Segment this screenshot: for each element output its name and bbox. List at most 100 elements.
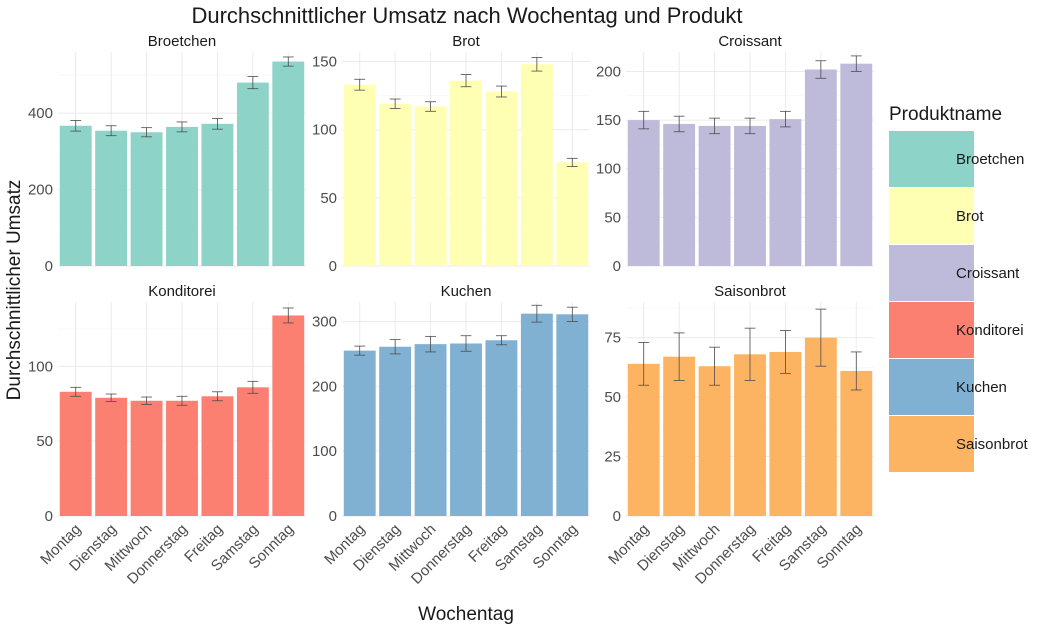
bar-croissant-samstag (804, 69, 837, 266)
error-bar-croissant-freitag (780, 110, 791, 128)
bar-croissant-donnerstag (734, 125, 766, 266)
facet-strip-label: Saisonbrot (714, 283, 787, 300)
legend-label: Konditorei (956, 322, 1024, 339)
bar-broetchen-sonntag (272, 61, 305, 266)
bar-saisonbrot-samstag (804, 337, 837, 516)
legend-title: Produktname (889, 104, 1002, 125)
legend-item-konditorei: Konditorei (889, 302, 1024, 358)
legend-label: Brot (956, 208, 984, 225)
y-tick-label: 300 (312, 313, 337, 330)
bar-broetchen-montag (59, 125, 92, 266)
y-tick-label: 0 (45, 258, 53, 275)
bar-saisonbrot-sonntag (840, 370, 873, 516)
error-bar-kuchen-donnerstag (460, 335, 472, 352)
error-bar-kuchen-samstag (531, 304, 543, 323)
legend-key-swatch (889, 416, 974, 472)
bar-kuchen-donnerstag (450, 343, 482, 516)
y-tick-label: 200 (596, 63, 621, 80)
y-tick-label: 150 (312, 54, 337, 71)
y-tick-label: 150 (596, 112, 621, 129)
y-tick-label: 0 (613, 508, 621, 525)
error-bar-kuchen-montag (354, 345, 366, 356)
y-tick-label: 50 (320, 190, 337, 207)
y-tick-label: 400 (28, 105, 53, 122)
bar-croissant-mittwoch (698, 125, 731, 266)
error-bar-konditorei-freitag (212, 391, 223, 402)
error-bar-brot-mittwoch (425, 101, 436, 112)
error-bar-brot-donnerstag (460, 74, 472, 88)
bar-saisonbrot-dienstag (663, 356, 696, 516)
error-bar-kuchen-dienstag (389, 339, 401, 355)
error-bar-brot-dienstag (389, 98, 401, 109)
bar-saisonbrot-freitag (769, 351, 802, 516)
bar-saisonbrot-donnerstag (734, 354, 766, 516)
bar-broetchen-freitag (201, 123, 234, 266)
bar-broetchen-dienstag (95, 130, 128, 266)
bar-brot-montag (343, 84, 376, 266)
bar-brot-sonntag (556, 162, 589, 266)
bar-konditorei-montag (59, 391, 92, 516)
error-bar-saisonbrot-donnerstag (744, 327, 756, 381)
legend: Produktname Broetchen Brot Croissant Kondit… (889, 104, 1029, 472)
bar-saisonbrot-mittwoch (698, 366, 731, 516)
facet-panels: Broetchen 0 200 400 Brot 0 50 100 150 Croissant 0 5… (28, 33, 874, 588)
facet-panel-brot: Brot 0 50 100 150 (312, 33, 590, 275)
bar-croissant-dienstag (663, 123, 696, 267)
facet-panel-broetchen: Broetchen 0 200 400 (28, 33, 306, 275)
y-tick-label: 0 (329, 508, 337, 525)
legend-label: Saisonbrot (956, 436, 1029, 453)
error-bar-broetchen-sonntag (282, 56, 294, 67)
y-tick-label: 75 (604, 330, 621, 347)
facet-strip-label: Konditorei (148, 283, 216, 300)
bar-kuchen-mittwoch (414, 344, 447, 516)
error-bar-konditorei-montag (70, 386, 82, 397)
y-tick-label: 200 (312, 378, 337, 395)
bar-croissant-freitag (769, 119, 802, 266)
error-bar-brot-montag (354, 78, 366, 91)
bar-konditorei-sonntag (272, 315, 305, 516)
error-bar-kuchen-mittwoch (425, 335, 436, 353)
bar-konditorei-dienstag (95, 397, 128, 516)
legend-item-kuchen: Kuchen (889, 359, 1007, 415)
error-bar-saisonbrot-montag (638, 342, 650, 386)
bar-konditorei-freitag (201, 396, 234, 516)
bar-brot-samstag (520, 64, 553, 266)
facet-panel-croissant: Croissant 0 50 100 150 200 (596, 33, 874, 275)
error-bar-broetchen-freitag (212, 118, 223, 130)
error-bar-croissant-sonntag (850, 55, 862, 72)
error-bar-konditorei-sonntag (282, 307, 294, 324)
bar-broetchen-mittwoch (130, 132, 163, 266)
facet-panel-konditorei: Konditorei050100MontagDienstagMittwochDo… (28, 283, 306, 588)
bar-brot-mittwoch (414, 106, 447, 266)
y-tick-label: 100 (312, 443, 337, 460)
bar-brot-donnerstag (450, 80, 482, 266)
bar-kuchen-samstag (520, 313, 553, 516)
bar-croissant-montag (627, 120, 660, 266)
error-bar-brot-sonntag (566, 157, 578, 167)
bar-broetchen-samstag (236, 82, 269, 266)
chart-title: Durchschnittlicher Umsatz nach Wochentag… (191, 3, 742, 28)
bar-kuchen-dienstag (379, 346, 412, 516)
legend-item-brot: Brot (889, 188, 984, 244)
legend-key-swatch (889, 359, 974, 415)
error-bar-brot-samstag (531, 57, 543, 72)
legend-item-saisonbrot: Saisonbrot (889, 416, 1029, 472)
bar-croissant-sonntag (840, 63, 873, 266)
y-tick-label: 100 (596, 161, 621, 178)
y-axis-title: Durchschnittlicher Umsatz (4, 180, 25, 401)
error-bar-konditorei-samstag (247, 380, 259, 394)
legend-key-swatch (889, 188, 974, 244)
facet-strip-label: Kuchen (441, 283, 492, 300)
bar-konditorei-donnerstag (166, 400, 198, 516)
legend-key-swatch (889, 131, 974, 187)
error-bar-broetchen-dienstag (105, 125, 117, 137)
y-tick-label: 0 (613, 258, 621, 275)
bar-brot-dienstag (379, 103, 412, 267)
bar-kuchen-freitag (485, 340, 518, 516)
y-tick-label: 0 (329, 258, 337, 275)
legend-key-swatch (889, 245, 974, 301)
y-tick-label: 100 (312, 122, 337, 139)
bar-kuchen-sonntag (556, 314, 589, 516)
facet-strip-label: Broetchen (148, 33, 216, 50)
